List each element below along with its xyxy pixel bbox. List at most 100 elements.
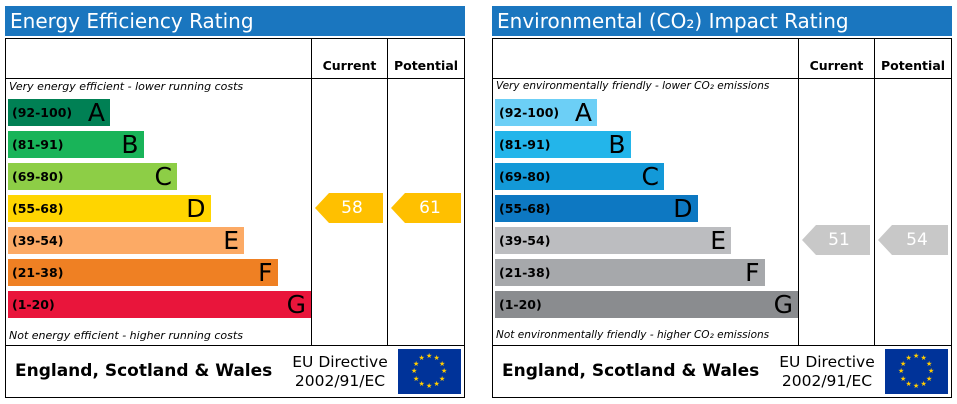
potential-rating-value: 54 (906, 230, 928, 250)
bottom-note: Not energy efficient - higher running co… (9, 329, 243, 342)
band-range: (21-38) (12, 265, 64, 280)
band-letter: C (154, 162, 172, 191)
band-a: (92-100) A (8, 98, 110, 127)
flag-star-icon: ★ (920, 379, 927, 388)
flag-star-icon: ★ (426, 352, 433, 360)
region-label: England, Scotland & Wales (15, 361, 273, 381)
flag-star-icon: ★ (433, 354, 440, 362)
band-letter: G (286, 290, 306, 319)
band-letter: B (121, 130, 139, 159)
flag-star-icon: ★ (920, 354, 927, 362)
footer-divider (5, 345, 465, 346)
band-letter: F (745, 258, 760, 287)
flag-star-icon: ★ (928, 367, 935, 375)
bottom-note: Not environmentally friendly - higher CO… (496, 329, 770, 341)
region-label: England, Scotland & Wales (502, 361, 760, 381)
potential-rating-value: 61 (419, 198, 441, 218)
panel-title: Energy Efficiency Rating (5, 6, 465, 36)
flag-star-icon: ★ (413, 374, 420, 383)
column-divider (798, 38, 799, 345)
top-note: Very energy efficient - lower running co… (9, 80, 244, 93)
flag-star-icon: ★ (411, 367, 418, 375)
header-divider (492, 78, 952, 79)
band-range: (1-20) (12, 297, 55, 312)
band-range: (69-80) (12, 169, 64, 184)
footer-divider (492, 345, 952, 346)
band-range: (39-54) (12, 233, 64, 248)
flag-star-icon: ★ (913, 352, 920, 360)
potential-rating-arrow: 54 (878, 225, 948, 255)
flag-star-icon: ★ (418, 354, 425, 362)
column-header-potential: Potential (880, 58, 946, 73)
eu-directive: EU Directive 2002/91/EC (285, 353, 395, 391)
band-range: (81-91) (12, 137, 64, 152)
column-divider (311, 38, 312, 345)
eu-directive: EU Directive 2002/91/EC (772, 353, 882, 391)
band-c: (69-80) C (495, 162, 664, 191)
band-b: (81-91) B (495, 130, 631, 159)
band-e: (39-54) E (495, 226, 731, 255)
flag-star-icon: ★ (441, 367, 448, 375)
header-divider (5, 78, 465, 79)
flag-star-icon: ★ (438, 359, 446, 368)
current-rating-arrow: 58 (315, 193, 383, 223)
band-range: (39-54) (499, 233, 551, 248)
column-divider (874, 38, 875, 345)
directive-line-2: 2002/91/EC (781, 372, 873, 390)
column-divider (387, 38, 388, 345)
band-letter: E (223, 226, 239, 255)
eu-flag-icon: ★ ★ ★ ★ ★ ★ ★ ★ ★ ★ ★ ★ (398, 349, 461, 394)
band-letter: A (574, 98, 592, 127)
band-letter: E (710, 226, 726, 255)
band-range: (92-100) (12, 105, 73, 120)
band-f: (21-38) F (8, 258, 278, 287)
band-d: (55-68) D (8, 194, 211, 223)
band-range: (21-38) (499, 265, 551, 280)
directive-line-2: 2002/91/EC (294, 372, 386, 390)
flag-star-icon: ★ (438, 374, 446, 383)
column-header-current: Current (322, 58, 377, 73)
band-g: (1-20) G (495, 291, 798, 319)
column-header-current: Current (809, 58, 864, 73)
band-g: (1-20) G (8, 290, 311, 319)
flag-star-icon: ★ (898, 367, 905, 375)
current-rating-value: 58 (341, 198, 363, 218)
flag-star-icon: ★ (413, 359, 420, 368)
flag-star-icon: ★ (900, 374, 907, 383)
band-range: (92-100) (499, 105, 560, 120)
rating-frame (492, 38, 952, 398)
top-note: Very environmentally friendly - lower CO… (496, 80, 770, 92)
band-range: (1-20) (499, 297, 542, 312)
flag-star-icon: ★ (905, 354, 912, 362)
flag-star-icon: ★ (433, 379, 440, 388)
flag-star-icon: ★ (900, 359, 907, 368)
band-c: (69-80) C (8, 162, 177, 191)
band-letter: D (186, 194, 206, 223)
flag-star-icon: ★ (418, 379, 425, 388)
band-e: (39-54) E (8, 226, 244, 255)
rating-frame (5, 38, 465, 398)
flag-star-icon: ★ (925, 359, 933, 368)
current-rating-arrow: 51 (802, 225, 870, 255)
band-a: (92-100) A (495, 98, 597, 127)
eu-flag-icon: ★ ★ ★ ★ ★ ★ ★ ★ ★ ★ ★ ★ (885, 349, 948, 394)
current-rating-value: 51 (828, 230, 850, 250)
band-range: (81-91) (499, 137, 551, 152)
band-b: (81-91) B (8, 130, 144, 159)
band-f: (21-38) F (495, 258, 765, 287)
environmental-impact-panel: Environmental (CO₂) Impact Rating Curren… (492, 6, 952, 398)
band-range: (69-80) (499, 169, 551, 184)
directive-line-1: EU Directive (779, 353, 875, 371)
potential-rating-arrow: 61 (391, 193, 461, 223)
energy-efficiency-panel: Energy Efficiency Rating Current Potenti… (5, 6, 465, 398)
flag-star-icon: ★ (913, 382, 920, 390)
band-letter: F (258, 258, 273, 287)
column-header-potential: Potential (393, 58, 459, 73)
directive-line-1: EU Directive (292, 353, 388, 371)
panel-title: Environmental (CO₂) Impact Rating (492, 6, 952, 36)
band-letter: B (608, 130, 626, 159)
flag-star-icon: ★ (426, 382, 433, 390)
band-letter: A (87, 98, 105, 127)
band-range: (55-68) (12, 201, 64, 216)
band-letter: C (641, 162, 659, 191)
